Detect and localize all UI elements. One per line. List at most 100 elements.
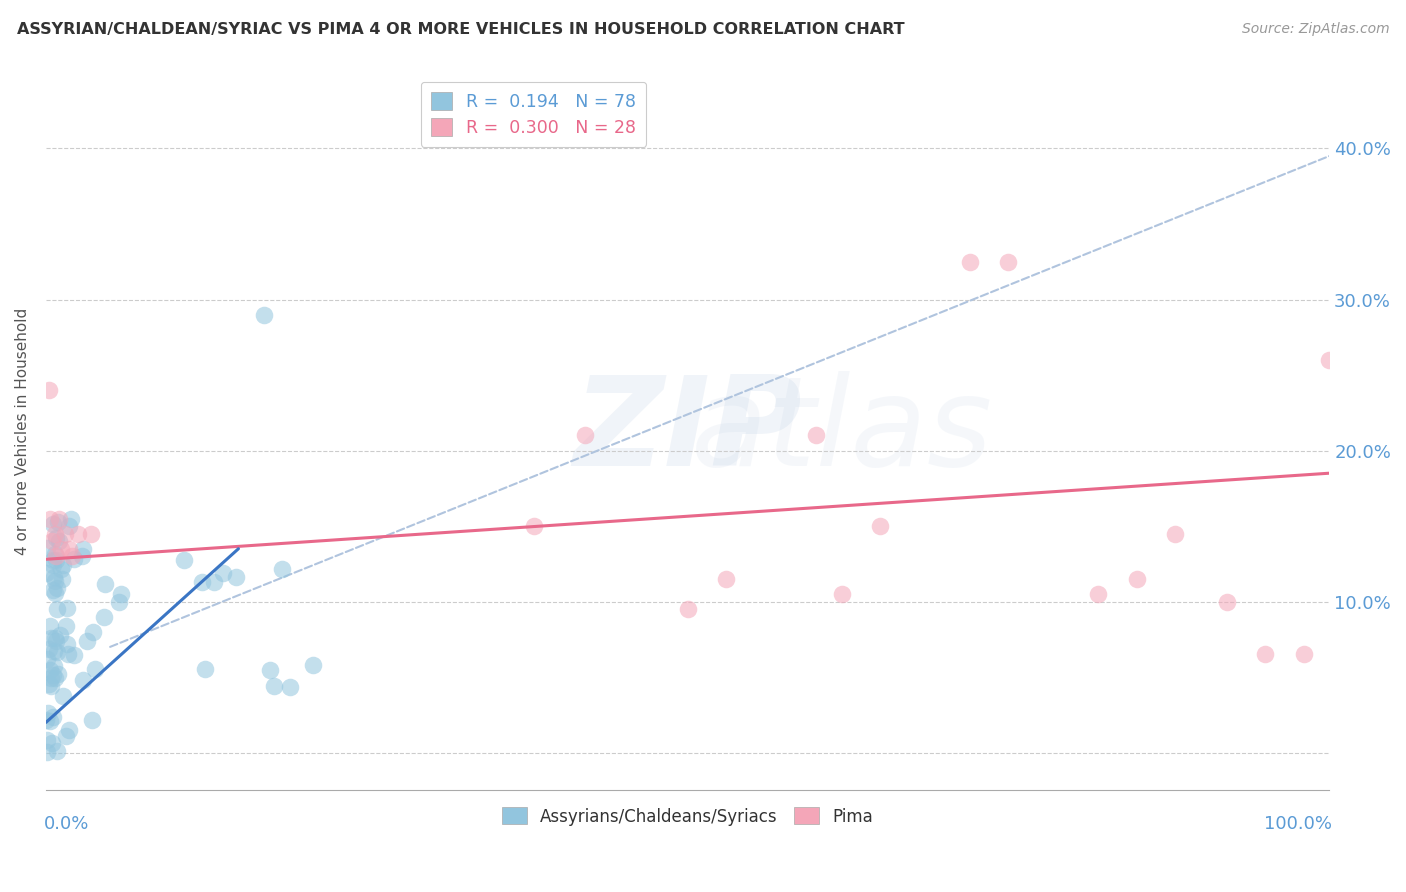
Point	[959, 254, 981, 268]
Point	[82, 713, 104, 727]
Point	[41, 534, 63, 549]
Point	[44, 659, 66, 673]
Point	[35, 566, 58, 581]
Point	[42, 710, 65, 724]
Point	[63, 552, 86, 566]
Point	[1126, 572, 1149, 586]
Point	[44, 644, 66, 658]
Point	[676, 602, 699, 616]
Point	[869, 519, 891, 533]
Text: 100.0%: 100.0%	[1264, 815, 1331, 833]
Point	[72, 549, 94, 564]
Point	[225, 570, 247, 584]
Point	[804, 428, 827, 442]
Point	[55, 619, 77, 633]
Point	[1317, 353, 1340, 368]
Point	[80, 526, 103, 541]
Point	[37, 745, 59, 759]
Point	[38, 714, 60, 728]
Point	[51, 541, 73, 556]
Point	[41, 553, 63, 567]
Point	[38, 676, 60, 690]
Y-axis label: 4 or more Vehicles in Household: 4 or more Vehicles in Household	[15, 308, 30, 556]
Point	[44, 586, 66, 600]
Point	[37, 732, 59, 747]
Point	[37, 652, 59, 666]
Point	[41, 736, 63, 750]
Point	[46, 515, 69, 529]
Point	[1292, 648, 1315, 662]
Point	[44, 547, 66, 561]
Point	[56, 637, 79, 651]
Point	[45, 549, 67, 564]
Point	[194, 662, 217, 676]
Point	[38, 619, 60, 633]
Point	[44, 671, 66, 685]
Point	[1087, 587, 1109, 601]
Point	[42, 668, 65, 682]
Point	[46, 744, 69, 758]
Point	[39, 632, 62, 646]
Point	[191, 575, 214, 590]
Point	[48, 511, 70, 525]
Point	[58, 518, 80, 533]
Point	[108, 595, 131, 609]
Point	[45, 602, 67, 616]
Point	[253, 308, 276, 322]
Point	[39, 679, 62, 693]
Point	[202, 575, 225, 590]
Point	[58, 723, 80, 738]
Point	[52, 558, 75, 573]
Point	[45, 553, 67, 567]
Point	[82, 625, 104, 640]
Point	[48, 534, 70, 549]
Point	[46, 667, 69, 681]
Point	[42, 517, 65, 532]
Legend: Assyrians/Chaldeans/Syriacs, Pima: Assyrians/Chaldeans/Syriacs, Pima	[495, 801, 880, 832]
Point	[44, 574, 66, 589]
Point	[173, 552, 195, 566]
Point	[44, 569, 66, 583]
Text: Source: ZipAtlas.com: Source: ZipAtlas.com	[1241, 22, 1389, 37]
Point	[37, 706, 59, 720]
Point	[58, 541, 80, 556]
Point	[39, 671, 62, 685]
Text: atlas: atlas	[690, 371, 993, 492]
Point	[51, 572, 73, 586]
Point	[83, 662, 105, 676]
Point	[38, 383, 60, 397]
Point	[51, 562, 73, 576]
Point	[1254, 648, 1277, 662]
Point	[72, 673, 94, 687]
Point	[263, 679, 285, 693]
Point	[49, 628, 72, 642]
Point	[52, 689, 75, 703]
Point	[67, 526, 90, 541]
Point	[45, 634, 67, 648]
Point	[38, 642, 60, 657]
Point	[76, 633, 98, 648]
Point	[38, 511, 60, 525]
Point	[93, 577, 115, 591]
Text: ASSYRIAN/CHALDEAN/SYRIAC VS PIMA 4 OR MORE VEHICLES IN HOUSEHOLD CORRELATION CHA: ASSYRIAN/CHALDEAN/SYRIAC VS PIMA 4 OR MO…	[17, 22, 904, 37]
Point	[574, 428, 596, 442]
Point	[93, 610, 115, 624]
Point	[301, 658, 323, 673]
Point	[72, 542, 94, 557]
Point	[55, 600, 77, 615]
Point	[45, 581, 67, 595]
Point	[1164, 526, 1187, 541]
Point	[46, 645, 69, 659]
Point	[271, 561, 294, 575]
Point	[42, 582, 65, 597]
Point	[110, 587, 132, 601]
Point	[523, 519, 546, 533]
Point	[45, 531, 67, 545]
Point	[997, 254, 1019, 268]
Point	[831, 587, 853, 601]
Point	[42, 558, 65, 572]
Point	[35, 541, 58, 555]
Point	[56, 647, 79, 661]
Point	[44, 631, 66, 645]
Point	[259, 663, 281, 677]
